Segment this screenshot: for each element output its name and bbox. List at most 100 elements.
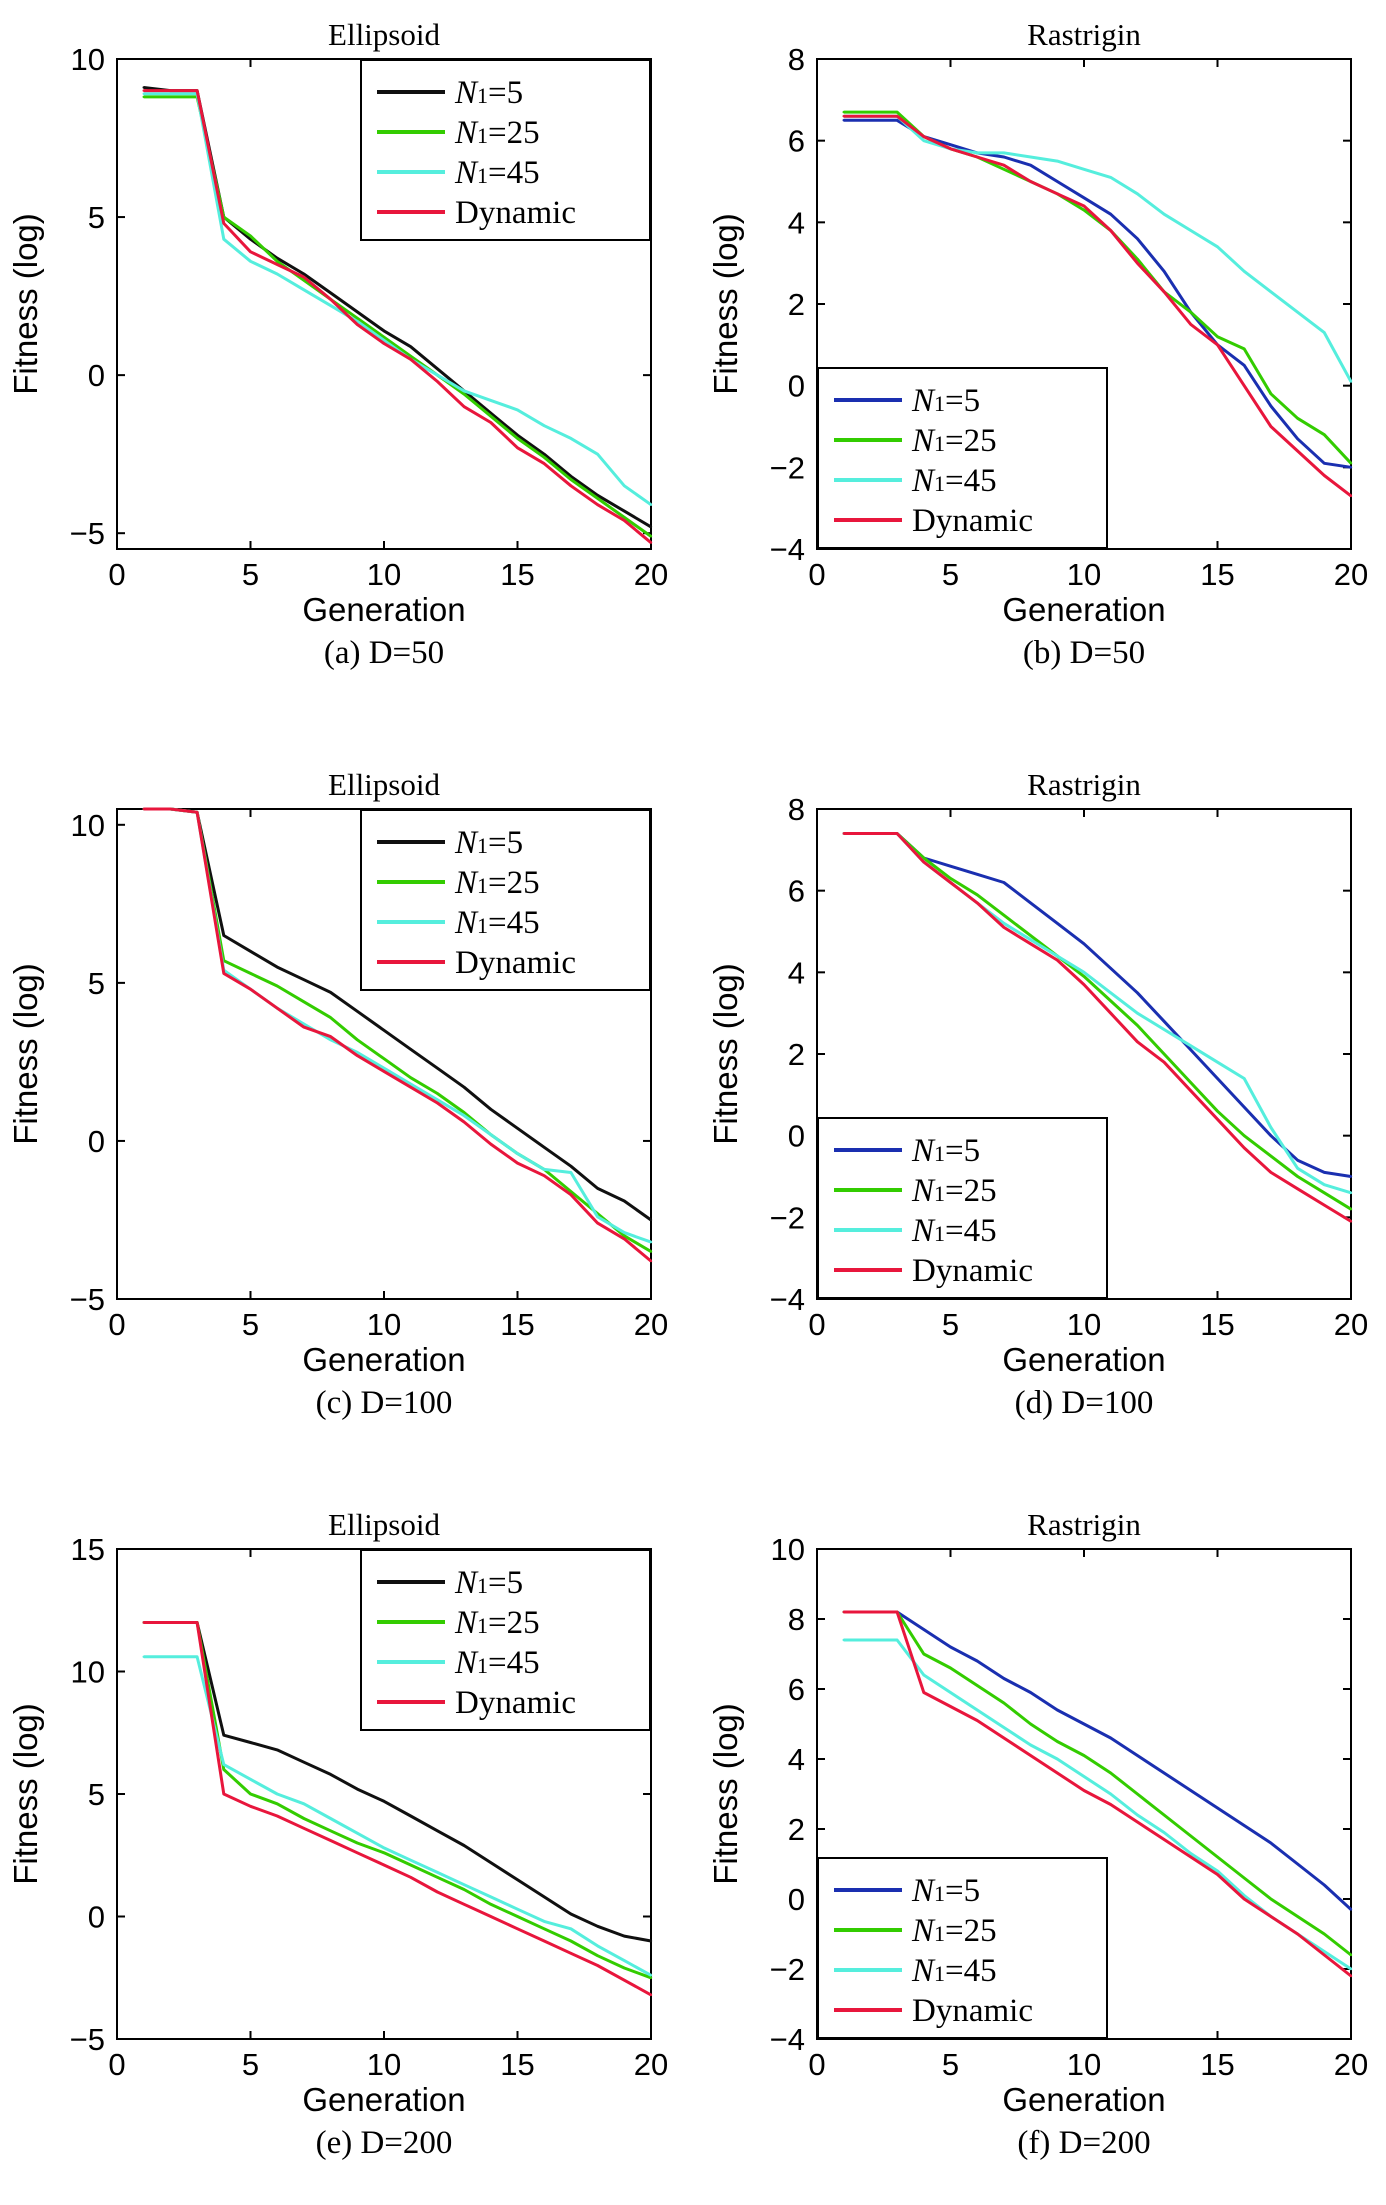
data-point <box>949 864 952 868</box>
y-tick-label: −5 <box>70 516 105 551</box>
data-point <box>1349 1175 1353 1178</box>
data-point <box>249 250 252 254</box>
data-point <box>1136 1820 1139 1824</box>
data-point <box>1189 1834 1193 1838</box>
y-tick-label: 2 <box>788 1037 805 1072</box>
data-point <box>1162 270 1166 273</box>
data-point <box>1082 983 1086 986</box>
data-point <box>249 1778 252 1781</box>
legend-label: N1=25 <box>911 1913 997 1949</box>
data-point <box>1243 1077 1246 1080</box>
data-point <box>329 1035 332 1038</box>
data-point <box>516 408 519 412</box>
data-point <box>569 1190 573 1193</box>
data-point <box>543 1146 546 1149</box>
y-tick-label: −2 <box>770 1952 805 1987</box>
legend-label: N1=45 <box>454 1645 540 1681</box>
data-point <box>1082 1789 1086 1792</box>
data-point <box>1029 155 1032 159</box>
data-point <box>329 298 332 301</box>
x-tick-label: 15 <box>500 2047 534 2082</box>
data-point <box>1349 1974 1353 1978</box>
data-point <box>1162 1028 1166 1031</box>
y-tick-label: 0 <box>788 1119 805 1154</box>
y-tick-label: 0 <box>88 358 105 393</box>
data-point <box>596 452 599 456</box>
series-line-Dynamic <box>143 1621 652 1997</box>
y-tick-label: 8 <box>788 792 805 827</box>
data-point <box>1082 204 1086 208</box>
series-line-N1=25 <box>843 1610 1352 1957</box>
data-point <box>1269 1154 1273 1158</box>
data-point <box>976 893 979 896</box>
y-tick-label: 6 <box>788 124 805 159</box>
data-point <box>1109 1792 1112 1796</box>
data-point <box>1056 958 1059 962</box>
data-point <box>569 1165 573 1168</box>
data-point <box>569 1193 573 1196</box>
data-point <box>596 1925 599 1928</box>
data-point <box>1136 237 1139 240</box>
y-tick-label: 4 <box>788 955 805 990</box>
series-line-N1=25 <box>843 832 1352 1211</box>
data-point <box>623 1979 626 1982</box>
data-point <box>1349 380 1353 383</box>
data-point <box>329 1839 332 1842</box>
chart-caption: (f) D=200 <box>1017 2125 1150 2161</box>
data-point <box>649 1976 653 1979</box>
x-tick-label: 10 <box>367 557 401 592</box>
data-point <box>623 509 626 513</box>
data-point <box>516 1152 519 1155</box>
data-point <box>842 119 845 122</box>
data-point <box>436 1871 439 1874</box>
legend-label: N1=45 <box>911 1213 997 1249</box>
data-point <box>382 1800 386 1803</box>
data-point <box>976 873 979 876</box>
chart-panel-4: Rastrigin 0 5 10 15 20 −4 −2 0 2 4 6 8 Generation Fitn… <box>707 767 1368 1421</box>
chart-title: Ellipsoid <box>328 1507 440 1542</box>
data-point <box>1216 1869 1219 1873</box>
data-point <box>489 1133 492 1136</box>
data-point <box>1323 1203 1326 1207</box>
data-point <box>1296 417 1299 420</box>
data-point <box>1323 1950 1326 1953</box>
data-point <box>1269 1841 1273 1845</box>
data-point <box>169 807 172 811</box>
legend-label: N1=5 <box>911 383 980 419</box>
data-point <box>249 1792 252 1796</box>
y-tick-label: 5 <box>88 966 105 1001</box>
data-point <box>222 934 225 937</box>
data-point <box>842 1638 845 1642</box>
data-point <box>276 1802 279 1806</box>
data-point <box>356 310 359 314</box>
data-point <box>1002 1701 1006 1705</box>
data-point <box>869 1638 872 1642</box>
data-point <box>276 1748 279 1752</box>
data-point <box>516 437 519 440</box>
data-point <box>623 484 626 487</box>
y-tick-label: 10 <box>71 42 105 77</box>
data-point <box>302 978 306 981</box>
data-point <box>869 114 872 118</box>
data-point <box>1269 1126 1273 1129</box>
x-tick-label: 0 <box>108 1307 125 1342</box>
data-point <box>1269 404 1273 408</box>
y-axis-label: Fitness (log) <box>707 213 744 395</box>
data-point <box>1136 1024 1139 1027</box>
data-point <box>1189 1044 1193 1048</box>
x-tick-label: 20 <box>634 557 668 592</box>
data-point <box>1056 1740 1059 1743</box>
data-point <box>142 92 145 95</box>
data-point <box>462 1114 466 1117</box>
data-point <box>1243 1134 1246 1137</box>
data-point <box>356 1851 359 1855</box>
data-point <box>329 1016 332 1019</box>
data-point <box>462 1903 466 1906</box>
data-point <box>623 1231 626 1234</box>
data-point <box>1056 954 1059 958</box>
data-point <box>462 389 466 393</box>
data-point <box>1162 1771 1166 1775</box>
y-tick-label: 5 <box>88 200 105 235</box>
data-point <box>649 1993 653 1997</box>
